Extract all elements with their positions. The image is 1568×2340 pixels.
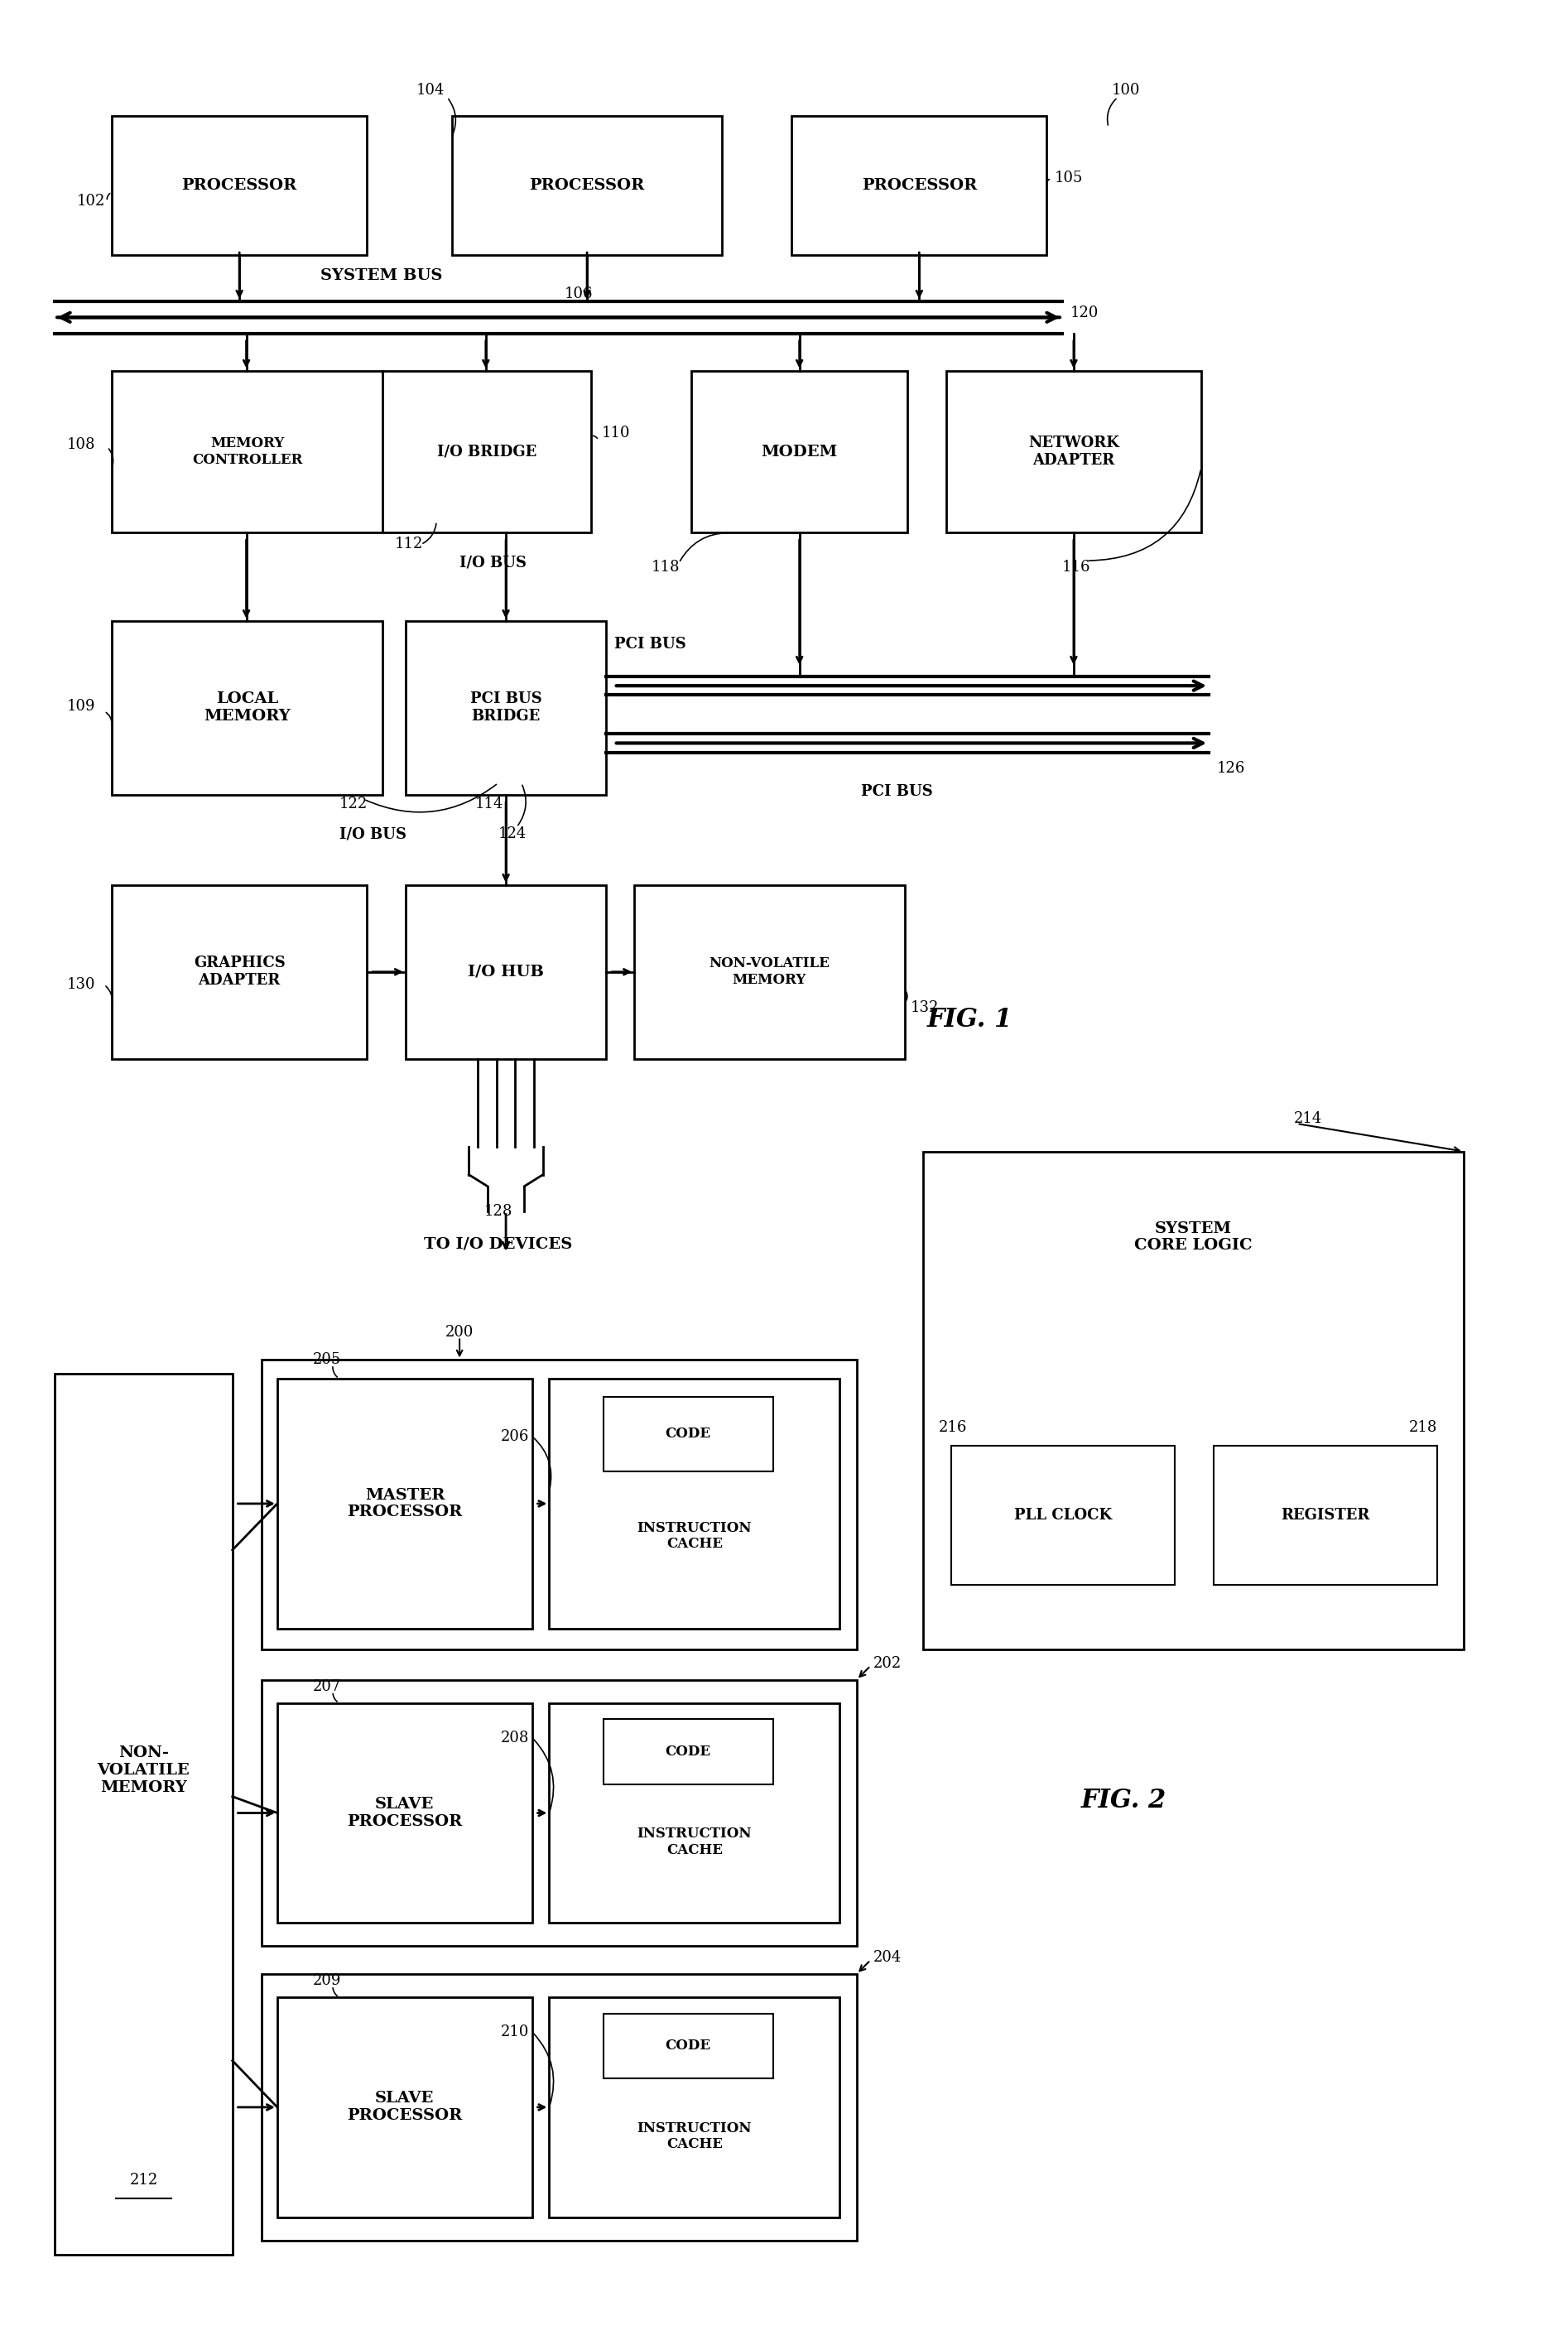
Text: 124: 124 — [499, 826, 527, 842]
Text: GRAPHICS
ADAPTER: GRAPHICS ADAPTER — [193, 955, 285, 987]
Text: 108: 108 — [67, 438, 96, 452]
Text: 105: 105 — [1054, 171, 1083, 185]
Bar — [924, 1151, 1465, 1650]
Text: PCI BUS
BRIDGE: PCI BUS BRIDGE — [470, 693, 543, 723]
Text: FIG. 2: FIG. 2 — [1082, 1788, 1167, 1814]
Text: PROCESSOR: PROCESSOR — [530, 178, 644, 192]
Text: 202: 202 — [873, 1657, 902, 1671]
Text: CODE: CODE — [665, 2038, 710, 2052]
Text: 204: 204 — [873, 1949, 902, 1966]
Text: 126: 126 — [1217, 761, 1245, 777]
Text: 104: 104 — [416, 82, 445, 98]
Bar — [950, 1446, 1174, 1584]
Text: MASTER
PROCESSOR: MASTER PROCESSOR — [347, 1488, 463, 1519]
Text: 214: 214 — [1294, 1112, 1322, 1126]
Text: CODE: CODE — [665, 1427, 710, 1441]
Text: INSTRUCTION
CACHE: INSTRUCTION CACHE — [637, 2120, 751, 2150]
Bar — [549, 1704, 839, 1923]
Bar — [111, 370, 591, 534]
Bar — [792, 115, 1047, 255]
Text: 122: 122 — [339, 796, 367, 812]
Text: LOCAL
MEMORY: LOCAL MEMORY — [204, 693, 290, 723]
Bar — [278, 1378, 532, 1629]
Text: REGISTER: REGISTER — [1281, 1507, 1370, 1523]
Text: PROCESSOR: PROCESSOR — [182, 178, 296, 192]
Text: 212: 212 — [130, 2174, 158, 2188]
Text: 106: 106 — [564, 288, 593, 302]
Text: I/O BRIDGE: I/O BRIDGE — [437, 445, 536, 459]
Text: I/O BUS: I/O BUS — [459, 555, 527, 571]
Text: 206: 206 — [500, 1430, 528, 1444]
Bar — [406, 620, 607, 796]
Text: MODEM: MODEM — [762, 445, 837, 459]
Bar — [691, 370, 908, 534]
Text: SYSTEM BUS: SYSTEM BUS — [320, 269, 442, 283]
Bar — [262, 1975, 856, 2239]
Bar — [55, 1374, 232, 2253]
Bar — [604, 1720, 773, 1783]
Bar — [604, 2012, 773, 2078]
Bar — [1214, 1446, 1438, 1584]
Text: 200: 200 — [445, 1324, 474, 1338]
Text: 120: 120 — [1069, 304, 1098, 321]
Bar — [604, 1397, 773, 1472]
Text: CODE: CODE — [665, 1746, 710, 1760]
Text: 118: 118 — [651, 559, 679, 576]
Text: PROCESSOR: PROCESSOR — [861, 178, 977, 192]
Text: NON-
VOLATILE
MEMORY: NON- VOLATILE MEMORY — [97, 1746, 190, 1795]
Text: SLAVE
PROCESSOR: SLAVE PROCESSOR — [347, 2092, 463, 2122]
Text: 216: 216 — [939, 1420, 967, 1434]
Bar — [452, 115, 723, 255]
Bar — [406, 885, 607, 1058]
Text: PLL CLOCK: PLL CLOCK — [1014, 1507, 1112, 1523]
Text: FIG. 1: FIG. 1 — [927, 1006, 1011, 1032]
Text: SLAVE
PROCESSOR: SLAVE PROCESSOR — [347, 1797, 463, 1830]
Bar — [549, 1378, 839, 1629]
Text: INSTRUCTION
CACHE: INSTRUCTION CACHE — [637, 1828, 751, 1858]
Bar — [111, 885, 367, 1058]
Bar — [946, 370, 1201, 534]
Bar — [278, 1704, 532, 1923]
Text: 210: 210 — [500, 2024, 528, 2040]
Text: 130: 130 — [67, 978, 96, 992]
Text: PCI BUS: PCI BUS — [861, 784, 933, 800]
Bar — [549, 1996, 839, 2218]
Text: 100: 100 — [1112, 82, 1140, 98]
Text: NON-VOLATILE
MEMORY: NON-VOLATILE MEMORY — [709, 957, 829, 987]
Bar — [278, 1996, 532, 2218]
Text: INSTRUCTION
CACHE: INSTRUCTION CACHE — [637, 1521, 751, 1551]
Text: PCI BUS: PCI BUS — [615, 636, 685, 651]
Text: TO I/O DEVICES: TO I/O DEVICES — [423, 1238, 572, 1252]
Text: 205: 205 — [312, 1353, 342, 1367]
Bar — [262, 1360, 856, 1650]
Text: 102: 102 — [77, 194, 105, 208]
Text: 207: 207 — [312, 1680, 342, 1694]
Text: 218: 218 — [1410, 1420, 1438, 1434]
Text: NETWORK
ADAPTER: NETWORK ADAPTER — [1029, 435, 1120, 468]
Text: 110: 110 — [602, 426, 630, 440]
Text: 112: 112 — [395, 536, 423, 552]
Text: 114: 114 — [475, 796, 503, 812]
Text: 116: 116 — [1062, 559, 1091, 576]
Bar — [633, 885, 905, 1058]
Bar — [111, 115, 367, 255]
Text: SYSTEM
CORE LOGIC: SYSTEM CORE LOGIC — [1134, 1221, 1253, 1254]
Text: 132: 132 — [911, 1002, 939, 1016]
Text: 109: 109 — [67, 700, 96, 714]
Text: 209: 209 — [312, 1973, 342, 1989]
Text: 208: 208 — [500, 1729, 528, 1746]
Text: I/O HUB: I/O HUB — [467, 964, 544, 980]
Bar — [262, 1680, 856, 1947]
Text: 128: 128 — [485, 1205, 513, 1219]
Text: MEMORY
CONTROLLER: MEMORY CONTROLLER — [191, 438, 303, 468]
Bar — [111, 620, 383, 796]
Text: I/O BUS: I/O BUS — [339, 826, 406, 842]
